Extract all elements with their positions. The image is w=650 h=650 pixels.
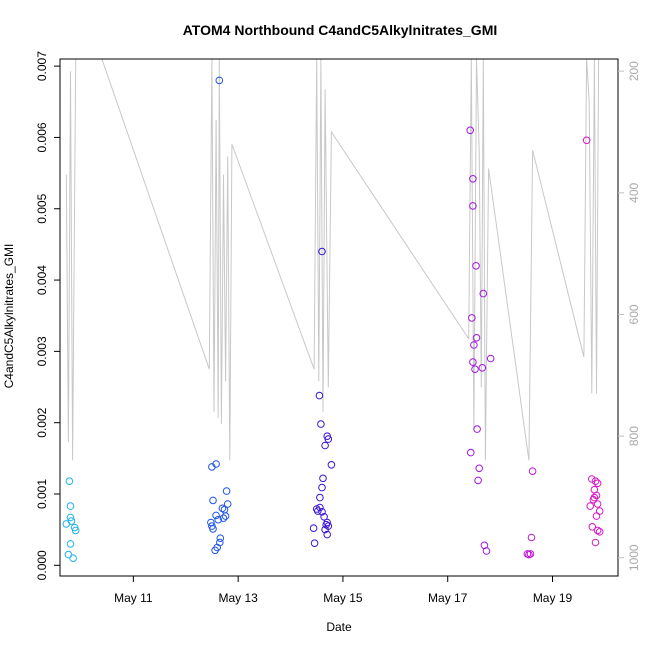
x-tick-label: May 15: [323, 591, 363, 605]
data-point-3-15: [474, 476, 482, 485]
y-tick-label: 0.006: [35, 122, 49, 152]
x-tick-label: May 11: [114, 591, 153, 605]
data-point-2-18: [321, 525, 329, 534]
data-point-5-3: [593, 479, 602, 488]
data-point-3-17: [482, 547, 491, 555]
data-point-5-12: [588, 523, 597, 531]
data-point-2-4: [324, 435, 333, 443]
data-point-2-12: [316, 503, 324, 512]
y2-tick-label: 200: [627, 61, 641, 81]
data-point-4-1: [527, 533, 536, 542]
data-point-3-6: [472, 334, 481, 342]
data-point-5-13: [593, 526, 602, 535]
plot-frame: [59, 58, 619, 577]
data-point-3-2: [469, 202, 477, 210]
y2-tick-label: 800: [627, 426, 641, 446]
data-point-2-7: [319, 474, 327, 483]
data-point-3-0: [466, 126, 475, 135]
data-point-3-4: [479, 289, 488, 298]
x-axis: May 11 May 13 May 15 May 17 May 19: [114, 576, 573, 605]
data-point-2-6: [327, 461, 336, 469]
data-point-1-17: [221, 512, 230, 520]
data-point-4-0: [528, 467, 537, 476]
y-tick-label: 0.007: [35, 51, 49, 81]
data-point-0-4: [67, 517, 76, 525]
data-point-1-6: [212, 511, 220, 520]
data-point-2-0: [318, 247, 326, 256]
y-tick-label: 0.001: [35, 479, 49, 509]
data-point-1-18: [215, 76, 224, 85]
data-point-5-0: [582, 136, 591, 145]
data-point-5-15: [591, 538, 600, 547]
data-point-3-1: [469, 175, 477, 183]
data-point-2-19: [309, 524, 318, 533]
data-point-1-1: [212, 460, 220, 468]
data-point-5-2: [591, 477, 600, 486]
y2-tick-label: 600: [627, 304, 641, 324]
data-point-1-8: [216, 534, 225, 543]
data-point-1-15: [223, 500, 232, 508]
data-point-1-7: [214, 515, 222, 524]
y-tick-label: 0.002: [35, 407, 49, 437]
data-point-3-3: [472, 262, 480, 270]
data-point-5-11: [592, 512, 601, 520]
data-point-1-5: [209, 525, 217, 533]
data-point-3-13: [467, 448, 475, 457]
x-axis-label: Date: [326, 620, 352, 634]
data-point-0-2: [66, 502, 75, 510]
y-axis-label: C4andC5Alkylnitrates_GMI: [2, 244, 16, 389]
pressure-line-layer: [65, 58, 600, 461]
pressure-series-line: [65, 58, 600, 461]
right-pressure-axis: 200 400 600 800 1000: [618, 61, 641, 571]
data-point-5-14: [595, 528, 604, 536]
data-point-2-5: [321, 441, 329, 450]
data-point-2-1: [315, 391, 324, 400]
data-point-0-5: [64, 550, 73, 559]
y-tick-label: 0.005: [35, 193, 49, 223]
x-tick-label: May 19: [533, 591, 573, 605]
data-point-2-8: [318, 483, 326, 492]
x-tick-label: May 13: [218, 591, 258, 605]
data-point-3-7: [470, 341, 478, 349]
data-point-3-14: [475, 464, 484, 473]
data-point-3-12: [473, 425, 481, 433]
data-point-4-4: [525, 550, 533, 559]
data-point-1-16: [219, 514, 228, 523]
data-point-1-12: [218, 504, 227, 513]
data-point-0-3: [66, 513, 75, 522]
data-point-3-11: [478, 364, 487, 372]
y-axis: 0.000 0.001 0.002 0.003 0.004 0.005 0.006 0.007: [35, 51, 60, 580]
y2-tick-label: 400: [627, 182, 641, 202]
data-point-5-1: [588, 475, 596, 483]
data-point-1-14: [222, 487, 231, 495]
data-point-0-9: [71, 526, 80, 535]
data-point-0-1: [65, 477, 74, 486]
chart-title: ATOM4 Northbound C4andC5Alkylnitrates_GM…: [183, 22, 498, 38]
data-point-2-21: [323, 530, 332, 539]
data-point-3-9: [469, 358, 477, 366]
data-point-3-5: [468, 314, 476, 322]
y2-tick-label: 1000: [627, 544, 641, 571]
x-tick-label: May 17: [428, 591, 468, 605]
data-point-3-10: [471, 365, 479, 374]
data-point-3-8: [486, 354, 495, 363]
y-tick-label: 0.000: [35, 550, 49, 580]
data-point-2-2: [317, 420, 325, 428]
data-point-2-20: [310, 539, 319, 548]
y-tick-label: 0.003: [35, 336, 49, 366]
y-tick-label: 0.004: [35, 265, 49, 295]
data-point-5-9: [586, 502, 595, 510]
data-point-2-13: [318, 508, 326, 516]
scatter-points-layer: [62, 76, 604, 563]
data-point-0-6: [66, 540, 75, 548]
data-point-2-9: [316, 493, 324, 502]
data-point-5-7: [589, 495, 598, 504]
data-point-5-8: [593, 500, 602, 508]
data-point-1-2: [209, 496, 217, 505]
data-point-2-14: [320, 513, 328, 521]
data-point-1-11: [211, 546, 219, 555]
data-point-2-17: [323, 518, 332, 527]
data-point-0-7: [69, 554, 77, 563]
